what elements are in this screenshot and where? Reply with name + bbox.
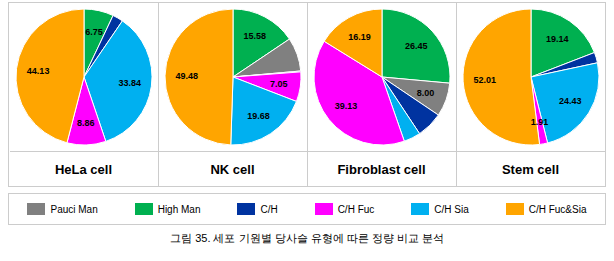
svg-text:19.68: 19.68 xyxy=(247,111,270,121)
svg-text:7.05: 7.05 xyxy=(269,79,287,89)
html-text:HeLa cell: HeLa cell xyxy=(55,161,112,177)
svg-text:8.86: 8.86 xyxy=(76,118,94,128)
svg-text:26.45: 26.45 xyxy=(404,41,427,51)
svg-text:44.13: 44.13 xyxy=(26,66,49,76)
html-text:High Man: High Man xyxy=(157,203,201,215)
html-text:그림 35. 세포 기원별 당사슬 유형에 따른 정량 비교: 그림 35. 세포 기원별 당사슬 유형에 따른 정량 비교 분석 xyxy=(170,232,444,244)
svg-text:8.00: 8.00 xyxy=(416,88,434,98)
svg-text:19.14: 19.14 xyxy=(545,34,568,44)
svg-text:16.19: 16.19 xyxy=(348,32,371,42)
svg-text:1.91: 1.91 xyxy=(530,117,548,127)
svg-text:39.13: 39.13 xyxy=(334,101,357,111)
svg-text:24.43: 24.43 xyxy=(558,96,581,106)
html-text:Stem cell: Stem cell xyxy=(502,161,559,177)
html-text:Pauci Man: Pauci Man xyxy=(50,203,98,215)
html-text:C/H Fuc&Sia: C/H Fuc&Sia xyxy=(528,203,587,215)
html-text:C/H: C/H xyxy=(260,203,278,215)
html-text:Fibroblast cell: Fibroblast cell xyxy=(337,161,426,177)
html-text:C/H Sia: C/H Sia xyxy=(434,203,469,215)
svg-text:6.75: 6.75 xyxy=(85,27,103,37)
svg-text:15.58: 15.58 xyxy=(243,31,266,41)
svg-text:49.48: 49.48 xyxy=(175,71,198,81)
svg-text:52.01: 52.01 xyxy=(473,75,496,85)
html-text:NK cell: NK cell xyxy=(210,161,255,177)
html-text:C/H Fuc: C/H Fuc xyxy=(337,203,375,215)
svg-text:33.84: 33.84 xyxy=(118,78,141,88)
